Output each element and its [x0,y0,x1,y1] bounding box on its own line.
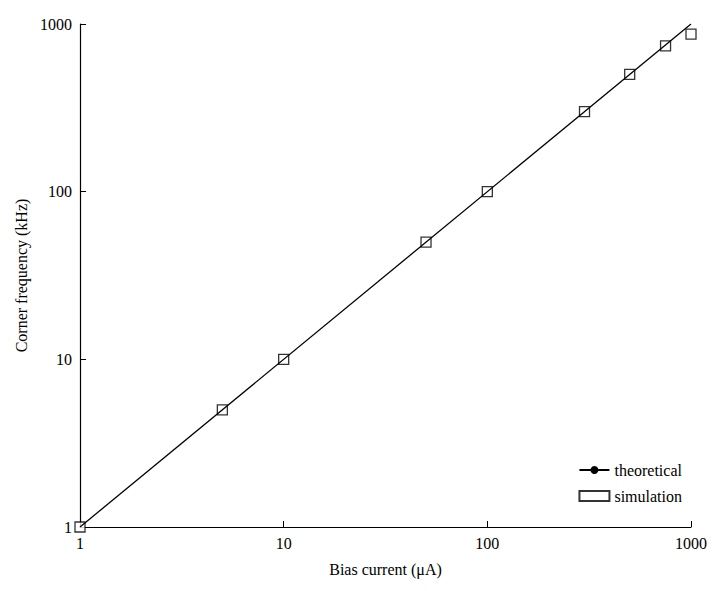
svg-text:10: 10 [276,535,292,552]
svg-text:Corner frequency (kHz): Corner frequency (kHz) [13,199,31,353]
svg-text:simulation: simulation [614,488,682,505]
svg-text:10: 10 [56,351,72,368]
svg-text:100: 100 [48,183,72,200]
svg-text:Bias current (μA): Bias current (μA) [329,561,442,579]
svg-text:1: 1 [76,535,84,552]
svg-text:100: 100 [475,535,499,552]
svg-text:1: 1 [64,519,72,536]
svg-text:theoretical: theoretical [614,462,682,479]
svg-text:1000: 1000 [675,535,707,552]
svg-text:1000: 1000 [40,16,72,33]
